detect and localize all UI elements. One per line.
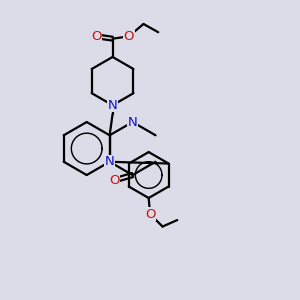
Text: O: O (91, 30, 102, 43)
Text: N: N (128, 116, 137, 128)
Text: O: O (109, 174, 120, 187)
Text: O: O (145, 208, 155, 221)
Text: O: O (124, 30, 134, 43)
Text: N: N (108, 99, 118, 112)
Text: N: N (105, 155, 115, 168)
